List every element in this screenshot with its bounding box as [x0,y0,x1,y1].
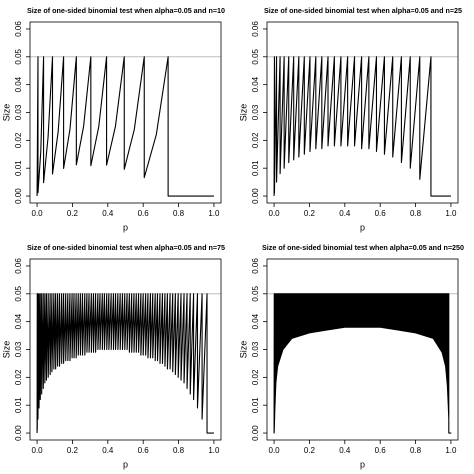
x-tick-label: 1.0 [208,446,220,455]
y-tick-label: 0.05 [14,285,23,301]
x-axis-label: p [360,459,365,469]
size-band [273,293,452,434]
x-tick-label: 0.2 [67,446,79,455]
x-tick-label: 0.4 [339,209,351,218]
x-tick-label: 0.6 [138,446,150,455]
x-tick-label: 0.4 [102,446,114,455]
y-tick-label: 0.05 [251,285,260,301]
y-tick-label: 0.04 [251,313,260,329]
y-tick-label: 0.03 [14,341,23,357]
y-tick-label: 0.04 [14,313,23,329]
y-tick-label: 0.06 [14,258,23,274]
x-axis-label: p [123,222,128,232]
y-axis-label: Size [1,104,11,122]
panel: Size of one-sided binomial test when alp… [1,243,225,469]
size-curve [36,56,214,197]
x-tick-label: 0.4 [339,446,351,455]
y-tick-label: 0.04 [251,76,260,92]
y-tick-label: 0.00 [14,188,23,204]
y-tick-label: 0.03 [251,341,260,357]
plot-frame [266,258,459,441]
y-tick-label: 0.01 [251,160,260,176]
y-tick-label: 0.01 [251,397,260,413]
y-tick-label: 0.03 [14,104,23,120]
y-tick-label: 0.05 [14,48,23,64]
y-tick-label: 0.02 [14,132,23,148]
y-tick-label: 0.00 [251,188,260,204]
plot-frame [29,21,222,204]
y-tick-label: 0.00 [251,425,260,441]
y-tick-label: 0.03 [251,104,260,120]
x-tick-label: 0.8 [410,209,422,218]
x-tick-label: 0.0 [32,209,44,218]
plot-frame [29,258,222,441]
x-tick-label: 0.2 [67,209,79,218]
size-curve [273,56,451,197]
x-axis-label: p [360,222,365,232]
y-tick-label: 0.02 [251,369,260,385]
chart-title: Size of one-sided binomial test when alp… [264,6,462,15]
chart-title: Size of one-sided binomial test when alp… [27,6,225,15]
plot-frame [266,21,459,204]
x-tick-label: 1.0 [445,209,457,218]
x-tick-label: 0.8 [410,446,422,455]
y-tick-label: 0.02 [251,132,260,148]
y-tick-label: 0.05 [251,48,260,64]
y-axis-label: Size [238,104,248,122]
y-tick-label: 0.00 [14,425,23,441]
x-tick-label: 0.6 [375,446,387,455]
x-tick-label: 0.8 [173,209,185,218]
y-axis-label: Size [1,341,11,359]
size-curve [36,293,214,434]
panel: Size of one-sided binomial test when alp… [1,6,225,232]
chart-title: Size of one-sided binomial test when alp… [262,243,464,252]
x-tick-label: 0.0 [269,446,281,455]
x-tick-label: 0.0 [269,209,281,218]
y-tick-label: 0.01 [14,160,23,176]
x-tick-label: 0.8 [173,446,185,455]
x-tick-label: 1.0 [208,209,220,218]
y-tick-label: 0.06 [14,21,23,37]
panel: Size of one-sided binomial test when alp… [238,6,462,232]
y-tick-label: 0.06 [251,258,260,274]
y-tick-label: 0.02 [14,369,23,385]
y-tick-label: 0.01 [14,397,23,413]
x-tick-label: 0.0 [32,446,44,455]
x-tick-label: 0.4 [102,209,114,218]
chart-title: Size of one-sided binomial test when alp… [27,243,225,252]
x-axis-label: p [123,459,128,469]
x-tick-label: 1.0 [445,446,457,455]
y-tick-label: 0.04 [14,76,23,92]
y-axis-label: Size [238,341,248,359]
panel: Size of one-sided binomial test when alp… [238,243,464,469]
x-tick-label: 0.2 [304,446,316,455]
x-tick-label: 0.6 [375,209,387,218]
y-tick-label: 0.06 [251,21,260,37]
x-tick-label: 0.6 [138,209,150,218]
x-tick-label: 0.2 [304,209,316,218]
